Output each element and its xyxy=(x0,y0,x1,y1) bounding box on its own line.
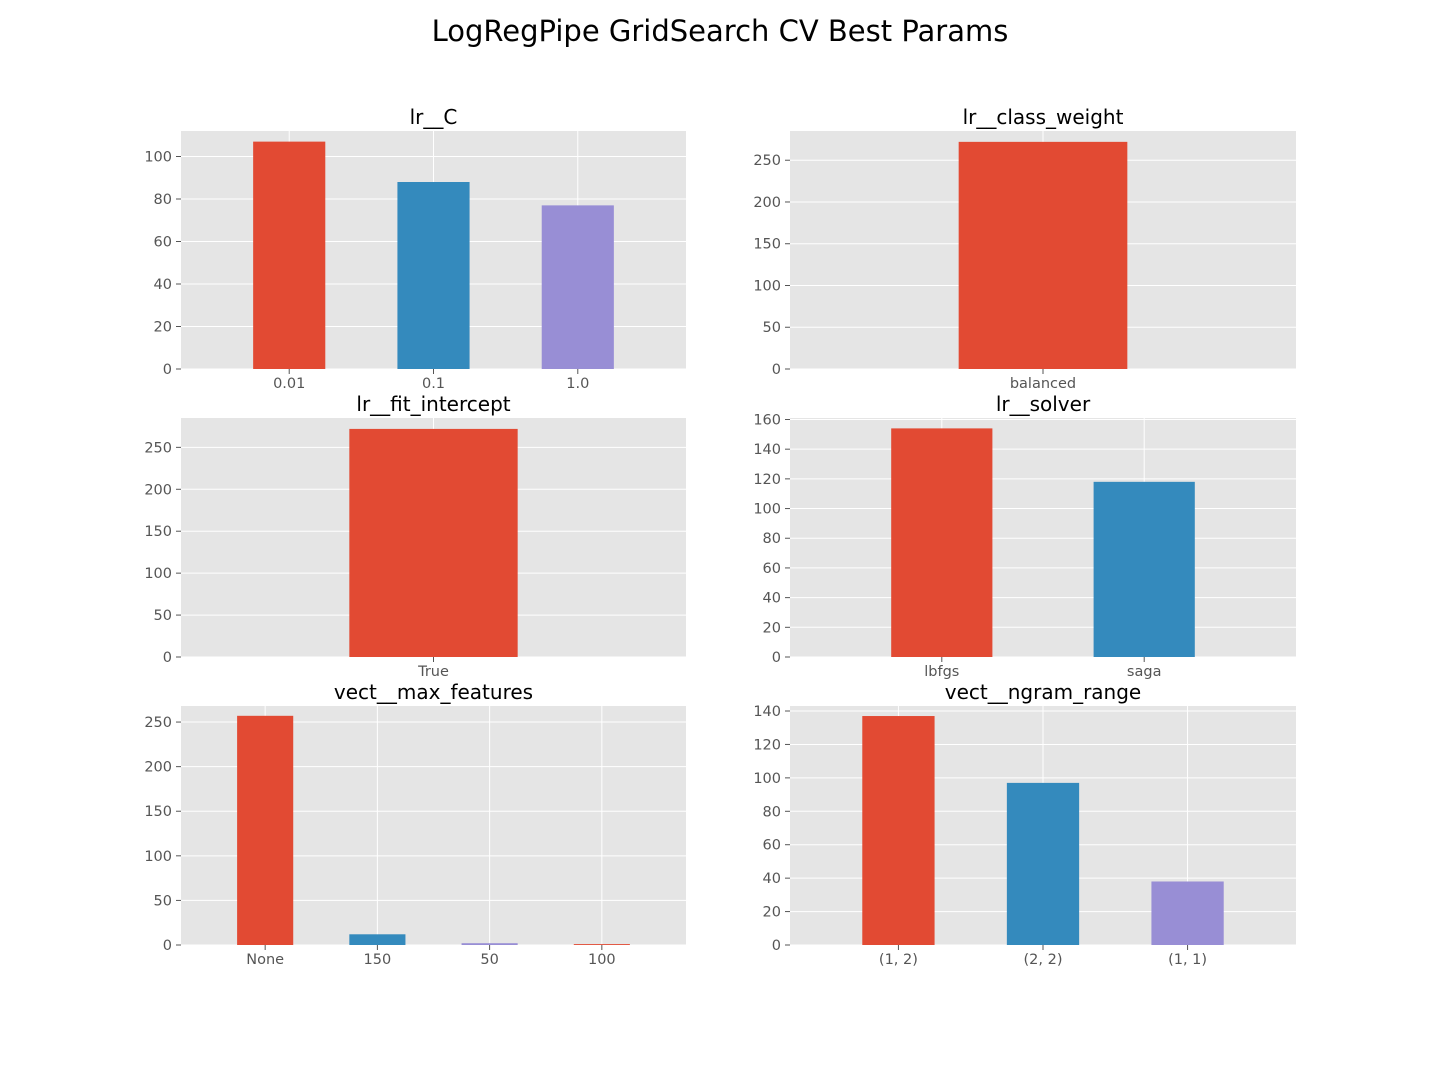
subplot-title: lr__solver xyxy=(996,392,1091,416)
x-tick-label: 1.0 xyxy=(566,376,589,392)
bar-0-1 xyxy=(397,182,470,369)
x-tick-label: (1, 1) xyxy=(1168,952,1207,968)
subplot-1: 0 50 100 150 200 250 balanced lr__class_weight xyxy=(753,105,1296,392)
bar-saga xyxy=(1093,481,1195,657)
bar-50 xyxy=(461,943,518,945)
y-tick-label: 140 xyxy=(753,704,781,720)
y-tick-label: 50 xyxy=(763,320,781,336)
y-tick-label: 40 xyxy=(763,591,781,607)
y-tick-label: 0 xyxy=(772,650,781,666)
y-tick-label: 200 xyxy=(753,195,781,211)
bar-100 xyxy=(573,944,630,945)
y-tick-label: 80 xyxy=(763,804,781,820)
y-tick-label: 150 xyxy=(753,237,781,253)
y-tick-label: 100 xyxy=(753,771,781,787)
y-tick-label: 150 xyxy=(144,524,172,540)
bar-True xyxy=(349,428,518,657)
bar-150 xyxy=(349,934,406,945)
subplot-title: lr__fit_intercept xyxy=(356,392,510,416)
y-tick-label: 100 xyxy=(144,566,172,582)
y-tick-label: 50 xyxy=(154,608,172,624)
y-tick-label: 80 xyxy=(763,531,781,547)
bar-2-2 xyxy=(1006,782,1080,945)
bar-balanced xyxy=(958,141,1128,369)
y-tick-label: 0 xyxy=(772,938,781,954)
x-tick-label: lbfgs xyxy=(924,664,959,680)
subplot-title: vect__max_features xyxy=(334,680,533,704)
plot-area xyxy=(790,418,1296,657)
y-tick-label: 0 xyxy=(772,362,781,378)
bar-None xyxy=(237,715,294,945)
y-tick-label: 60 xyxy=(763,838,781,854)
y-tick-label: 150 xyxy=(144,804,172,820)
x-tick-label: 0.01 xyxy=(273,376,305,392)
x-tick-label: True xyxy=(417,664,449,680)
subplot-2: 0 50 100 150 200 250 True lr__fit_intercept xyxy=(144,392,686,680)
y-tick-label: 100 xyxy=(144,150,172,166)
y-tick-label: 200 xyxy=(144,482,172,498)
y-tick-label: 40 xyxy=(154,277,172,293)
y-tick-label: 0 xyxy=(163,650,172,666)
bar-lbfgs xyxy=(891,428,993,657)
subplot-0: 0 20 40 60 80 100 0.01 0.1 1.0 lr__C xyxy=(144,105,686,392)
y-tick-label: 20 xyxy=(154,320,172,336)
x-tick-label: 150 xyxy=(364,952,392,968)
x-tick-label: 50 xyxy=(480,952,498,968)
y-tick-label: 60 xyxy=(763,561,781,577)
y-tick-label: 160 xyxy=(753,412,781,428)
y-tick-label: 250 xyxy=(753,153,781,169)
y-tick-label: 80 xyxy=(154,192,172,208)
subplot-title: lr__class_weight xyxy=(963,105,1124,129)
subplot-title: lr__C xyxy=(410,105,458,129)
bar-1-2 xyxy=(862,716,935,945)
y-tick-label: 40 xyxy=(763,871,781,887)
y-tick-label: 20 xyxy=(763,620,781,636)
x-tick-label: balanced xyxy=(1010,376,1076,392)
bar-1-0 xyxy=(541,205,614,369)
y-tick-label: 120 xyxy=(753,737,781,753)
figure-title: LogRegPipe GridSearch CV Best Params xyxy=(431,14,1009,48)
y-tick-label: 50 xyxy=(154,893,172,909)
subplot-4: 0 50 100 150 200 250 None 150 50 100 vect__max_fea… xyxy=(144,680,686,968)
x-tick-label: 100 xyxy=(588,952,616,968)
y-tick-label: 60 xyxy=(154,235,172,251)
subplot-title: vect__ngram_range xyxy=(945,680,1141,704)
y-tick-label: 250 xyxy=(144,715,172,731)
bar-1-1 xyxy=(1151,881,1224,945)
y-tick-label: 20 xyxy=(763,905,781,921)
y-tick-label: 250 xyxy=(144,440,172,456)
x-tick-label: 0.1 xyxy=(422,376,445,392)
subplot-5: 0 20 40 60 80 100 120 140 (1, 2) (2, 2) (1, 1) vect… xyxy=(753,680,1296,968)
y-tick-label: 120 xyxy=(753,472,781,488)
bar-0-01 xyxy=(253,141,326,369)
y-tick-label: 200 xyxy=(144,760,172,776)
x-tick-label: (1, 2) xyxy=(879,952,918,968)
y-tick-label: 0 xyxy=(163,938,172,954)
y-tick-label: 100 xyxy=(144,849,172,865)
y-tick-label: 0 xyxy=(163,362,172,378)
y-tick-label: 140 xyxy=(753,442,781,458)
x-tick-label: saga xyxy=(1127,664,1162,680)
subplot-3: 0 20 40 60 80 100 120 140 160 lbfgs saga lr__solver xyxy=(753,392,1296,680)
y-tick-label: 100 xyxy=(753,278,781,294)
x-tick-label: (2, 2) xyxy=(1024,952,1063,968)
y-tick-label: 100 xyxy=(753,502,781,518)
x-tick-label: None xyxy=(246,952,284,968)
